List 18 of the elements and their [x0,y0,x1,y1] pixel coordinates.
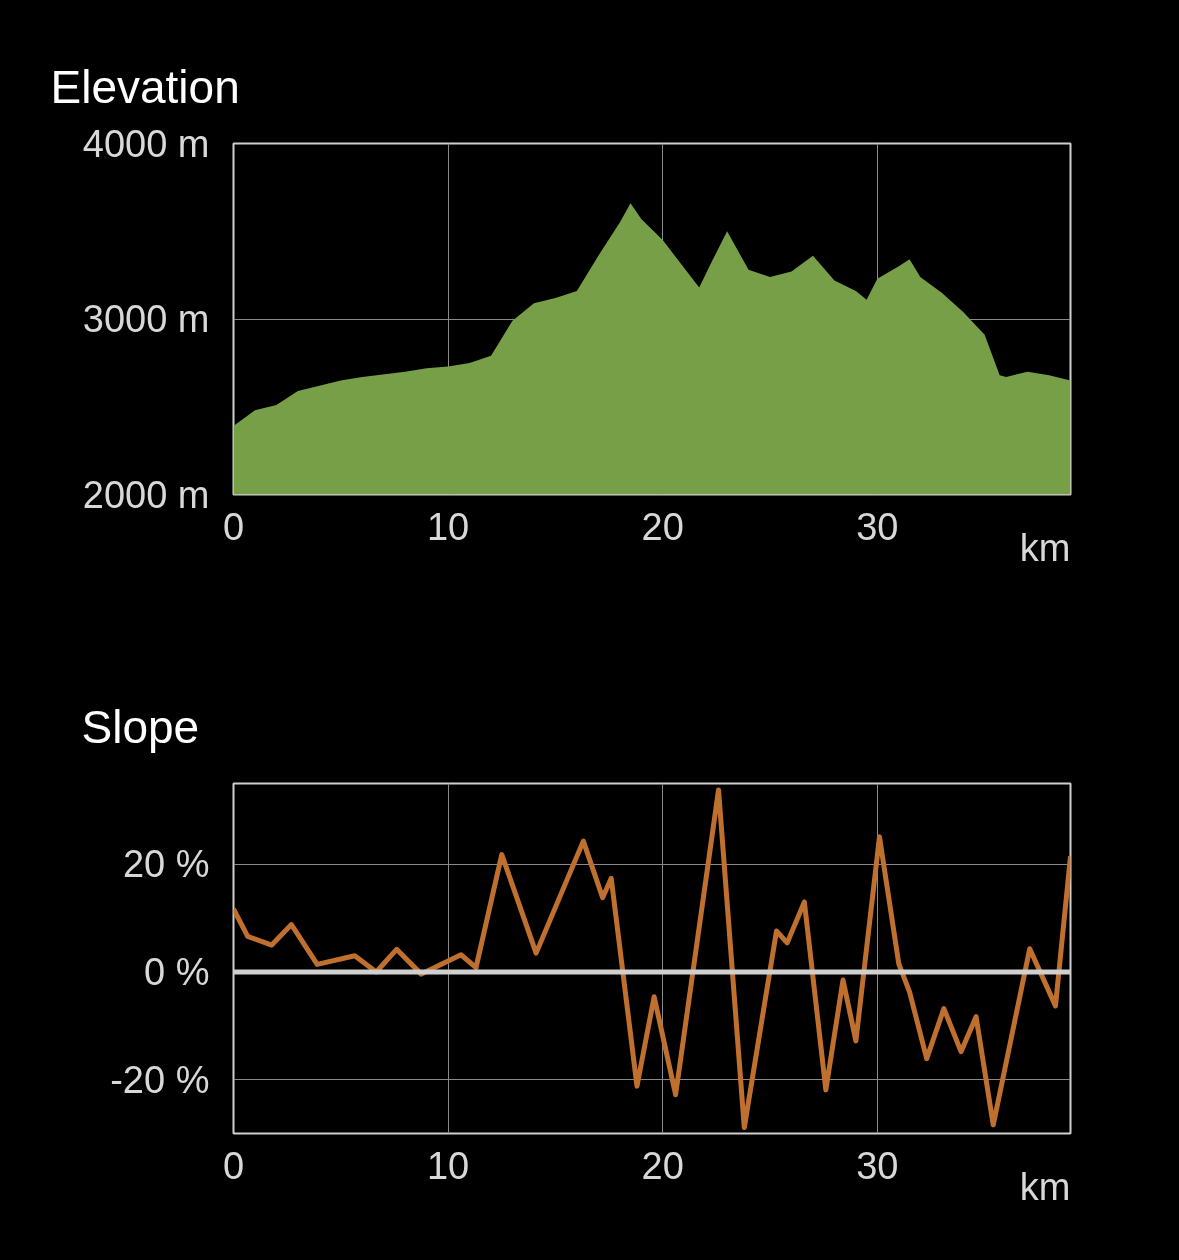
x-tick-label: 20 [641,505,684,548]
x-axis-title: km [1019,1165,1071,1208]
x-axis-title: km [1019,526,1071,569]
x-tick-label: 30 [856,1144,899,1187]
y-tick-label: -20 % [110,1058,210,1101]
y-tick-label: 0 % [144,950,210,993]
y-tick-label: 2000 m [82,473,210,516]
y-tick-label: 4000 m [82,122,210,165]
y-tick-label: 20 % [122,843,210,886]
x-tick-label: 10 [426,1144,470,1187]
x-tick-label: 20 [641,1144,684,1187]
y-tick-label: 3000 m [82,298,210,340]
x-tick-label: 0 [222,505,245,548]
x-tick-label: 30 [856,505,899,548]
x-tick-label: 10 [426,505,470,548]
chart-title: Elevation [50,60,240,113]
chart-title: Slope [81,700,200,753]
x-tick-label: 0 [222,1144,245,1187]
